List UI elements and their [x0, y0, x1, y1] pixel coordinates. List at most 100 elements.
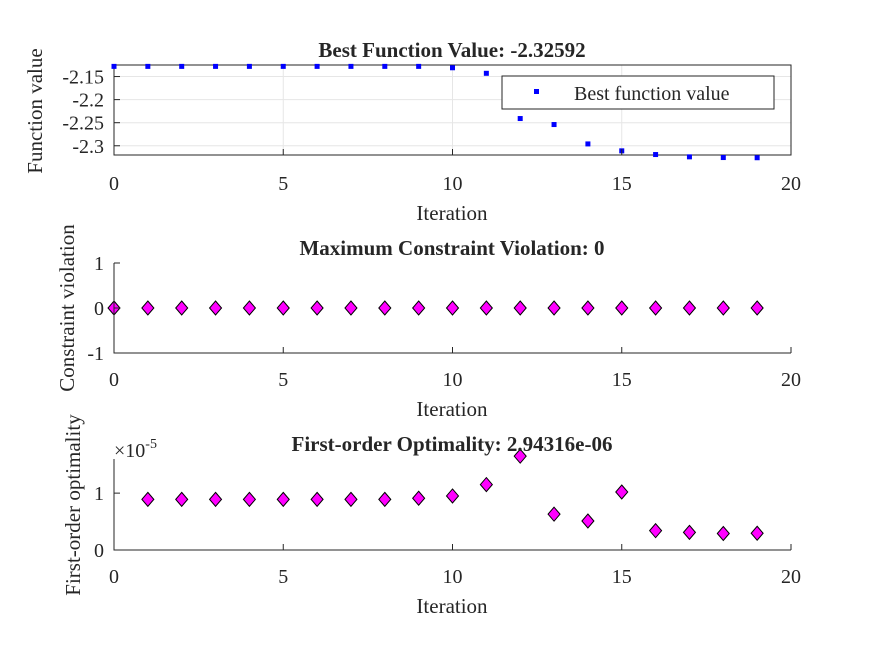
panel-1-point-2	[179, 63, 185, 69]
panel-2-y-tick-label-1: 1	[94, 253, 104, 275]
panel-2-marker-17	[682, 300, 697, 316]
panel-3-marker-13	[547, 506, 561, 522]
panel-2-marker-9	[411, 300, 426, 316]
panel-3-marker-7	[344, 491, 358, 508]
panel-2-x-tick-label-0: 0	[109, 369, 119, 391]
panel-2-y-axis-label: Constraint violation	[55, 224, 79, 392]
legend-entry-best-function-value: Best function value	[574, 83, 730, 105]
panel-1-x-tick-label-20: 20	[781, 173, 801, 195]
panel-3-marker-3	[208, 491, 223, 508]
panel-3-marker-19	[750, 525, 764, 542]
panel-2-marker-11	[479, 300, 494, 316]
panel-3-marker-17	[682, 524, 697, 541]
panel-2-marker-2	[175, 300, 189, 316]
panel-2-marker-19	[750, 300, 764, 316]
panel-2-markers	[107, 300, 764, 316]
panel-2-marker-6	[310, 300, 324, 316]
panel-1-y-tick-label--2.3: -2.3	[72, 136, 104, 158]
panel-1-point-1	[145, 63, 151, 69]
panel-3-x-tick-label-0: 0	[109, 566, 119, 588]
panel-1-y-tick-label--2.2: -2.2	[72, 90, 104, 112]
panel-1-x-axis-label: Iteration	[416, 201, 488, 225]
panel-2-marker-12	[513, 300, 527, 316]
panel-3-title: First-order Optimality: 2.94316e-06	[292, 432, 613, 456]
panel-3-marker-10	[445, 488, 460, 504]
panel-1-point-16	[653, 152, 659, 158]
panel-1-point-3	[213, 63, 219, 69]
panel-1-point-18	[720, 155, 726, 161]
panel-1-point-10	[450, 65, 455, 71]
panel-2-marker-5	[276, 300, 290, 316]
panel-3-marker-9	[411, 490, 426, 507]
panel-3-marker-15	[615, 484, 629, 500]
panel-2-marker-8	[378, 300, 392, 316]
panel-3-x-tick-label-10: 10	[443, 566, 463, 588]
panel-1-x-tick-label-0: 0	[109, 173, 119, 195]
panel-1-y-axis-label: Function value	[23, 48, 47, 173]
panel-3-x-tick-label-5: 5	[278, 566, 288, 588]
panel-1-point-9	[416, 63, 422, 69]
panel-3-exponent-label: ×10-5	[114, 437, 157, 462]
panel-2-marker-14	[581, 300, 595, 316]
panel-2-title: Maximum Constraint Violation: 0	[299, 236, 604, 260]
panel-3-marker-5	[276, 491, 290, 508]
panel-1-title: Best Function Value: -2.32592	[318, 38, 585, 62]
panel-2-marker-7	[344, 300, 358, 316]
panel-1-point-5	[280, 63, 286, 69]
panel-1-point-0	[111, 63, 117, 69]
panel-2-marker-18	[716, 300, 730, 316]
panel-3-x-axis-label: Iteration	[416, 594, 488, 618]
panel-2-marker-3	[208, 300, 223, 316]
panel-1-y-tick-label--2.15: -2.15	[62, 67, 104, 89]
legend-box	[501, 75, 775, 110]
panel-2-marker-1	[141, 300, 155, 316]
panel-3-marker-6	[310, 491, 324, 508]
legend-marker-point	[534, 89, 539, 94]
panel-3-marker-12	[513, 448, 527, 464]
panel-3-marker-18	[716, 525, 730, 542]
panel-1-point-14	[585, 141, 591, 147]
panel-3-y-tick-label-1: 1	[94, 483, 104, 505]
panel-2-y-tick-label-0: 0	[94, 298, 104, 320]
panel-3-marker-4	[242, 491, 257, 508]
panel-2-marker-4	[242, 300, 257, 316]
panel-3-marker-11	[479, 476, 494, 493]
panel-1-point-11	[483, 70, 489, 76]
panel-1-point-8	[382, 63, 388, 69]
panel-1-markers	[111, 63, 760, 161]
panel-2-x-tick-label-5: 5	[278, 369, 288, 391]
panel-2-marker-10	[445, 300, 460, 316]
panel-2-y-tick-label--1: -1	[87, 343, 104, 365]
legend: Best function value	[501, 75, 775, 110]
panel-1-x-tick-label-15: 15	[612, 173, 632, 195]
panel-2-marker-13	[547, 300, 561, 316]
panel-3-y-tick-label-0: 0	[94, 540, 104, 562]
panel-1-ticks: 0 5 10 15 20 -2.15-2.2-2.25-2.3	[62, 67, 801, 195]
panel-1-y-tick-label--2.25: -2.25	[62, 113, 104, 135]
panel-3-y-axis-label: First-order optimality	[61, 414, 85, 596]
panel-2-x-axis-label: Iteration	[416, 397, 488, 421]
panel-3-marker-8	[378, 491, 392, 508]
panel-3-marker-2	[175, 491, 189, 508]
panel-1-point-17	[686, 154, 692, 160]
panel-1-point-19	[754, 155, 760, 161]
panel-2-x-tick-label-20: 20	[781, 369, 801, 391]
panel-best-function-value: 0 5 10 15 20 -2.15-2.2-2.25-2.3 Best Function…	[23, 38, 801, 225]
panel-3-marker-1	[141, 491, 155, 508]
panel-2-x-tick-label-15: 15	[612, 369, 632, 391]
panel-1-point-7	[348, 63, 354, 69]
panel-2-marker-15	[615, 300, 629, 316]
panel-3-x-tick-label-15: 15	[612, 566, 632, 588]
panel-1-point-13	[551, 122, 557, 128]
panel-1-point-12	[517, 116, 523, 122]
panel-3-marker-14	[581, 513, 595, 529]
panel-1-point-6	[314, 63, 320, 69]
panel-1-x-tick-label-5: 5	[278, 173, 288, 195]
panel-3-x-tick-label-20: 20	[781, 566, 801, 588]
panel-3-markers	[141, 448, 764, 542]
